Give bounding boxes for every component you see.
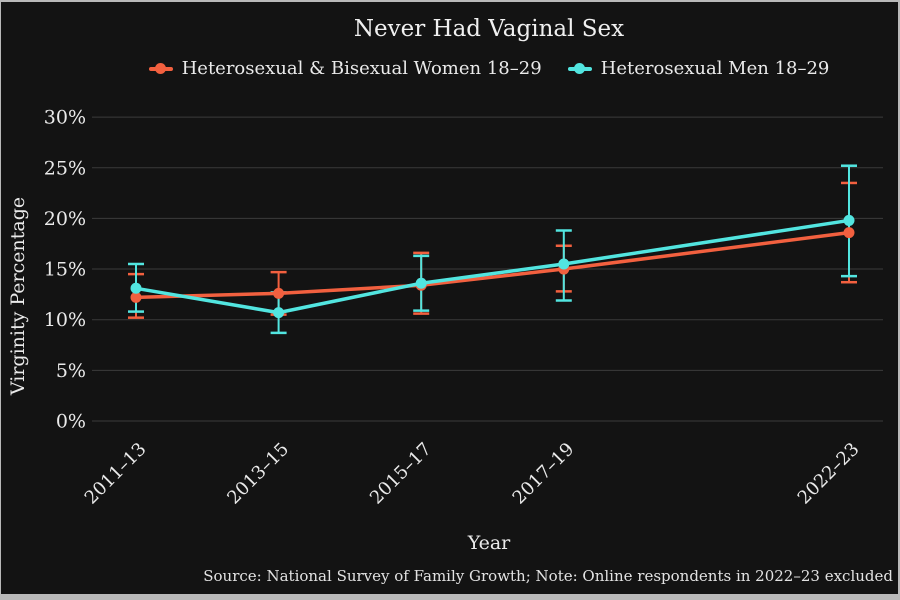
y-tick-label: 5% <box>56 360 86 382</box>
x-tick-label: 2017–19 <box>509 439 579 509</box>
series-line-1 <box>134 218 851 315</box>
data-point <box>843 214 855 226</box>
legend-label-women: Heterosexual & Bisexual Women 18–29 <box>181 58 542 79</box>
men-series-marker-icon <box>567 63 592 75</box>
y-tick-label: 10% <box>44 309 86 331</box>
data-point <box>558 258 570 270</box>
y-tick-label: 15% <box>44 259 86 281</box>
chart-title: Never Had Vaginal Sex <box>353 16 625 42</box>
legend-item-men: Heterosexual Men 18–29 <box>567 58 830 79</box>
men-dot-swatch <box>574 63 586 74</box>
x-tick-label: 2015–17 <box>366 439 436 509</box>
y-tick-label: 30% <box>44 107 86 129</box>
x-tick-label: 2011–13 <box>81 439 151 509</box>
legend-item-women: Heterosexual & Bisexual Women 18–29 <box>148 58 542 79</box>
y-tick-label: 20% <box>44 208 86 230</box>
x-tick-label: 2013–15 <box>223 439 293 509</box>
x-axis-title: Year <box>467 532 511 554</box>
data-point <box>273 307 285 319</box>
data-point <box>273 287 285 299</box>
data-point <box>415 277 427 289</box>
y-tick-label: 25% <box>44 157 86 179</box>
women-dot-swatch <box>155 63 167 74</box>
y-tick-label: 0% <box>56 411 86 433</box>
y-axis-title: Virginity Percentage <box>7 196 29 396</box>
source-note: Source: National Survey of Family Growth… <box>203 567 893 585</box>
legend-label-men: Heterosexual Men 18–29 <box>600 58 830 79</box>
data-point <box>130 291 142 303</box>
data-point <box>130 282 142 294</box>
legend: Heterosexual & Bisexual Women 18–29 Hete… <box>89 58 889 79</box>
x-tick-label: 2022–23 <box>794 439 864 509</box>
series-line-0 <box>134 230 851 300</box>
women-series-marker-icon <box>148 63 173 75</box>
data-point <box>843 227 855 239</box>
